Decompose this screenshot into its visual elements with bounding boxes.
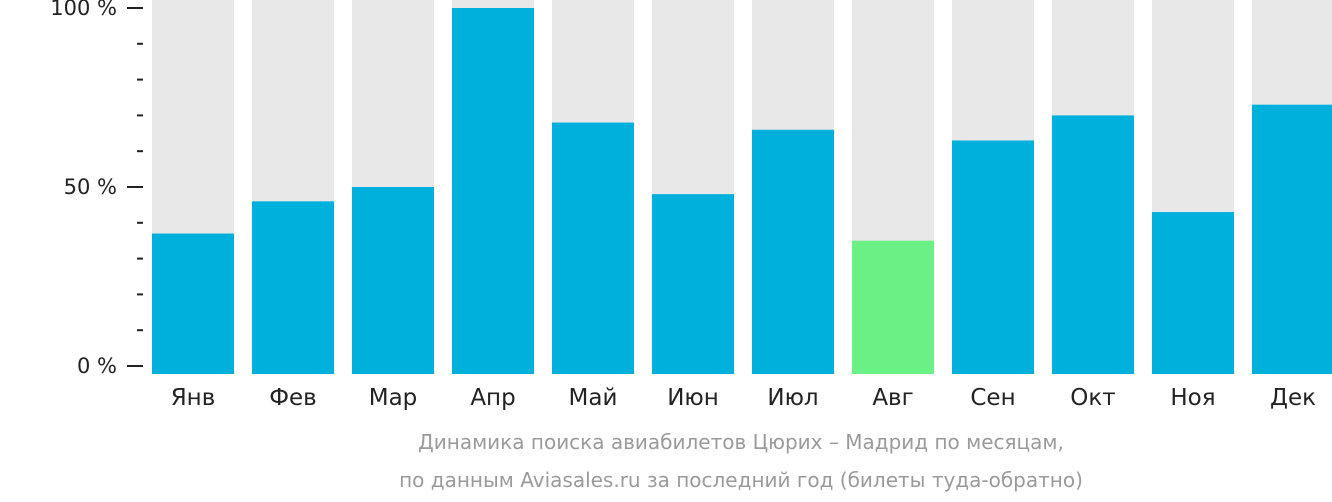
x-tick-label: Фев (269, 385, 317, 411)
bar-6 (652, 194, 734, 374)
x-tick-label: Мар (369, 385, 418, 411)
y-tick-label: 100 % (50, 0, 117, 20)
bar-4 (452, 8, 534, 374)
x-tick-label: Дек (1270, 385, 1316, 411)
x-tick-label: Авг (872, 385, 913, 411)
bar-9 (952, 140, 1034, 374)
bar-2 (252, 201, 334, 374)
y-axis: 0 % 50 % 100 % (50, 0, 143, 378)
bar-10 (1052, 115, 1134, 375)
bar-chart: 0 % 50 % 100 % Янв Фев Мар Апр Май Июн Июл Авг Сен… (50, 0, 1332, 411)
bar-12 (1252, 104, 1332, 374)
bar-7 (752, 129, 834, 374)
x-axis: Янв Фев Мар Апр Май Июн Июл Авг Сен Окт Ноя Дек (171, 385, 1316, 411)
x-tick-label: Май (569, 385, 618, 411)
x-tick-label: Апр (470, 385, 515, 411)
bar-3 (352, 187, 434, 374)
bar-8 (852, 240, 934, 374)
x-tick-label: Июн (667, 385, 719, 411)
x-tick-label: Июл (767, 385, 818, 411)
chart-caption-line-2: по данным Aviasales.ru за последний год … (399, 468, 1083, 492)
bar-5 (552, 122, 634, 374)
x-tick-label: Сен (970, 385, 1015, 411)
y-tick-label: 50 % (64, 175, 117, 199)
chart-caption-line-1: Динамика поиска авиабилетов Цюрих – Мадр… (418, 430, 1064, 454)
bars (152, 0, 1332, 375)
bar-1 (152, 233, 234, 374)
x-tick-label: Янв (171, 385, 216, 411)
bar-11 (1152, 212, 1234, 374)
y-tick-label: 0 % (77, 354, 117, 378)
x-tick-label: Ноя (1170, 385, 1215, 411)
x-tick-label: Окт (1070, 385, 1115, 411)
